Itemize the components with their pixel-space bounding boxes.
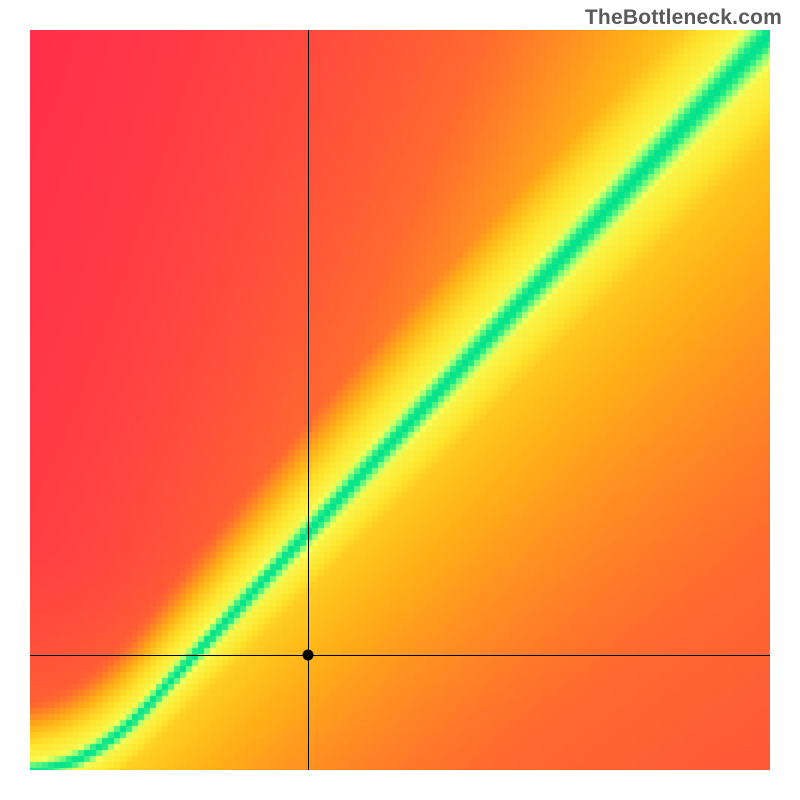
heatmap-plot-area	[30, 30, 770, 770]
watermark-text: TheBottleneck.com	[585, 6, 782, 30]
crosshair-dot	[302, 650, 313, 661]
bottleneck-heatmap	[30, 30, 770, 770]
crosshair-horizontal-line	[30, 655, 770, 656]
